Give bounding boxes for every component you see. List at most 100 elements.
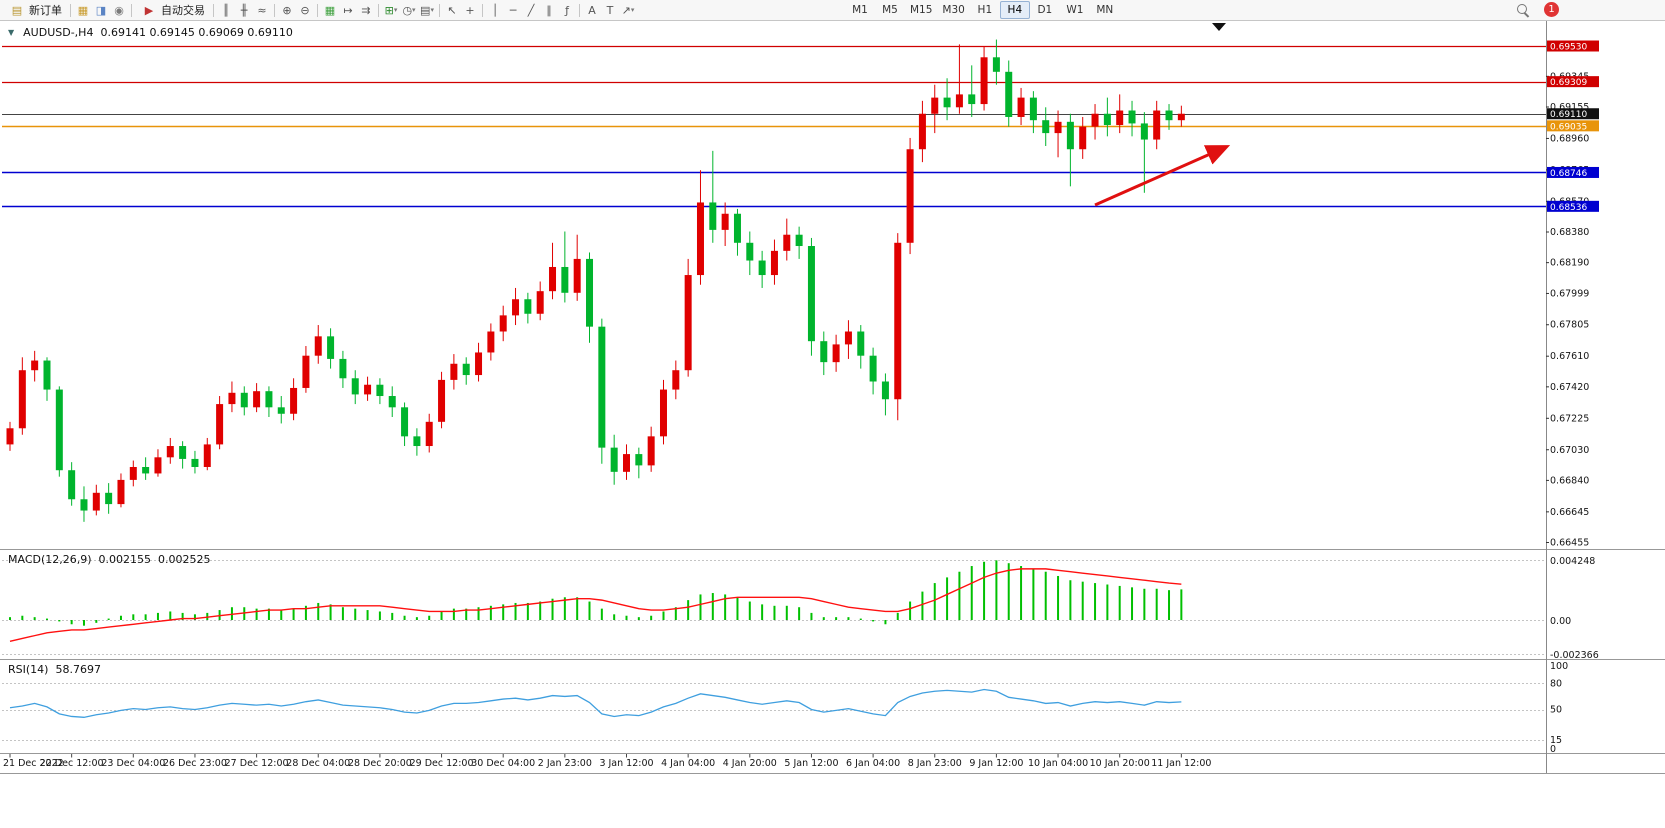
candle: [475, 352, 483, 376]
macd-axis-label: -0.002366: [1550, 650, 1599, 661]
candle: [549, 266, 557, 292]
candle: [746, 242, 754, 261]
timeframe-button-d1[interactable]: D1: [1037, 4, 1053, 16]
cursor-icon[interactable]: ↖: [447, 3, 457, 17]
new-order-icon: ▤: [11, 3, 23, 17]
rsi-axis-label: 15: [1550, 735, 1562, 746]
price-badge: [1547, 200, 1599, 212]
candle: [647, 436, 655, 466]
rsi-header: RSI(14) 58.7697: [8, 663, 101, 676]
new-order-button-label: 新订单: [29, 4, 62, 17]
candle: [253, 391, 261, 408]
candle: [783, 234, 791, 251]
candle: [992, 57, 1000, 72]
candle: [598, 326, 606, 448]
timeframe-button-m1[interactable]: M1: [852, 4, 868, 16]
candle: [1128, 110, 1136, 124]
candle: [770, 250, 778, 276]
data-window-icon[interactable]: ◉: [114, 3, 124, 17]
time-axis-label: 4 Jan 04:00: [661, 758, 715, 769]
time-axis-label: 26 Dec 23:00: [163, 758, 227, 769]
candle: [1103, 113, 1111, 126]
fibonacci-icon[interactable]: ƒ: [565, 3, 569, 17]
horizontal-line-icon[interactable]: ─: [509, 3, 517, 17]
profiles-icon[interactable]: ◨: [95, 3, 107, 17]
templates-icon[interactable]: ▤ ▾: [420, 3, 434, 17]
macd-signal-line: [9, 568, 1182, 642]
candle: [277, 407, 285, 414]
autotrade-button[interactable]: ▶ 自动交易: [135, 1, 210, 19]
candle: [980, 57, 988, 105]
label-icon[interactable]: T: [606, 3, 614, 17]
candlestick-chart-icon[interactable]: ╫: [240, 3, 248, 17]
crosshair-icon[interactable]: +: [465, 3, 475, 17]
candle: [807, 246, 815, 342]
new-order-button[interactable]: ▤ 新订单: [3, 1, 67, 19]
candle: [1116, 110, 1124, 126]
auto-scroll-icon[interactable]: ↦: [343, 3, 353, 17]
price-badge: [1547, 76, 1599, 88]
time-axis-label: 10 Jan 04:00: [1028, 758, 1088, 769]
channel-icon[interactable]: ∥: [546, 3, 552, 17]
candle: [709, 202, 717, 230]
periods-icon[interactable]: ◷ ▾: [402, 3, 416, 17]
candle: [524, 299, 532, 314]
symbol-expander-icon[interactable]: ▼: [8, 28, 15, 37]
zoom-in-icon[interactable]: ⊕: [282, 3, 292, 17]
candle: [857, 331, 865, 356]
chart-title: ▼ AUDUSD-,H4 0.69141 0.69145 0.69069 0.6…: [8, 26, 293, 39]
text-icon[interactable]: A: [588, 3, 596, 17]
trendline-icon[interactable]: ╱: [527, 3, 535, 17]
candle: [105, 492, 113, 505]
rsi-axis-label: 0: [1550, 744, 1556, 755]
candle: [512, 299, 520, 316]
autotrade-icon: ▶: [144, 3, 154, 17]
timeframe-button-m30[interactable]: M30: [942, 4, 965, 16]
candle: [931, 97, 939, 114]
price-axis: 0.693450.691550.689600.687650.685700.683…: [1546, 71, 1589, 548]
time-axis-label: 3 Jan 12:00: [599, 758, 653, 769]
tile-windows-icon[interactable]: ▦: [324, 3, 336, 17]
chart-marker-icon: [1212, 23, 1226, 31]
timeframe-button-h1[interactable]: H1: [977, 4, 993, 16]
price-axis-label: 0.68190: [1550, 258, 1589, 269]
price-badge-label: 0.69110: [1550, 110, 1587, 120]
chart-shift-icon[interactable]: ⇉: [361, 3, 371, 17]
rsi-line: [9, 688, 1182, 718]
indicators-icon[interactable]: ⊞ ▾: [384, 3, 398, 17]
candle: [166, 446, 174, 458]
candle: [6, 428, 14, 445]
search-icon[interactable]: [1516, 3, 1532, 18]
arrows-tool-icon[interactable]: ↗ ▾: [621, 3, 635, 17]
timeframe-button-m5[interactable]: M5: [882, 4, 898, 16]
notification-badge[interactable]: 1: [1544, 2, 1559, 17]
zoom-out-icon[interactable]: ⊖: [300, 3, 310, 17]
trend-arrow-annotation[interactable]: [1094, 145, 1231, 207]
price-axis-label: 0.67420: [1550, 382, 1589, 393]
candle: [1079, 126, 1087, 150]
time-axis-label: 5 Jan 12:00: [784, 758, 838, 769]
candle: [1140, 123, 1148, 140]
candle: [154, 457, 162, 474]
vertical-line-icon[interactable]: │: [491, 3, 499, 17]
price-badge: [1547, 166, 1599, 178]
candle: [55, 389, 63, 471]
timeframe-button-w1[interactable]: W1: [1066, 4, 1084, 16]
candle: [401, 407, 409, 437]
candle: [462, 363, 470, 376]
candle: [1177, 113, 1185, 121]
macd-label: MACD(12,26,9): [8, 553, 92, 566]
timeframe-button-m15[interactable]: M15: [910, 4, 933, 16]
time-axis-label: 28 Dec 20:00: [348, 758, 412, 769]
timeframe-button-h4[interactable]: H4: [999, 1, 1030, 19]
line-chart-icon[interactable]: ≈: [257, 3, 267, 17]
market-watch-icon[interactable]: ▦: [77, 3, 89, 17]
timeframe-button-mn[interactable]: MN: [1096, 4, 1114, 16]
candle: [290, 387, 298, 414]
rsi-axis-label: 50: [1550, 705, 1562, 716]
bar-chart-icon[interactable]: ║: [222, 3, 230, 17]
candle: [450, 363, 458, 380]
time-axis-label: 9 Jan 12:00: [969, 758, 1023, 769]
